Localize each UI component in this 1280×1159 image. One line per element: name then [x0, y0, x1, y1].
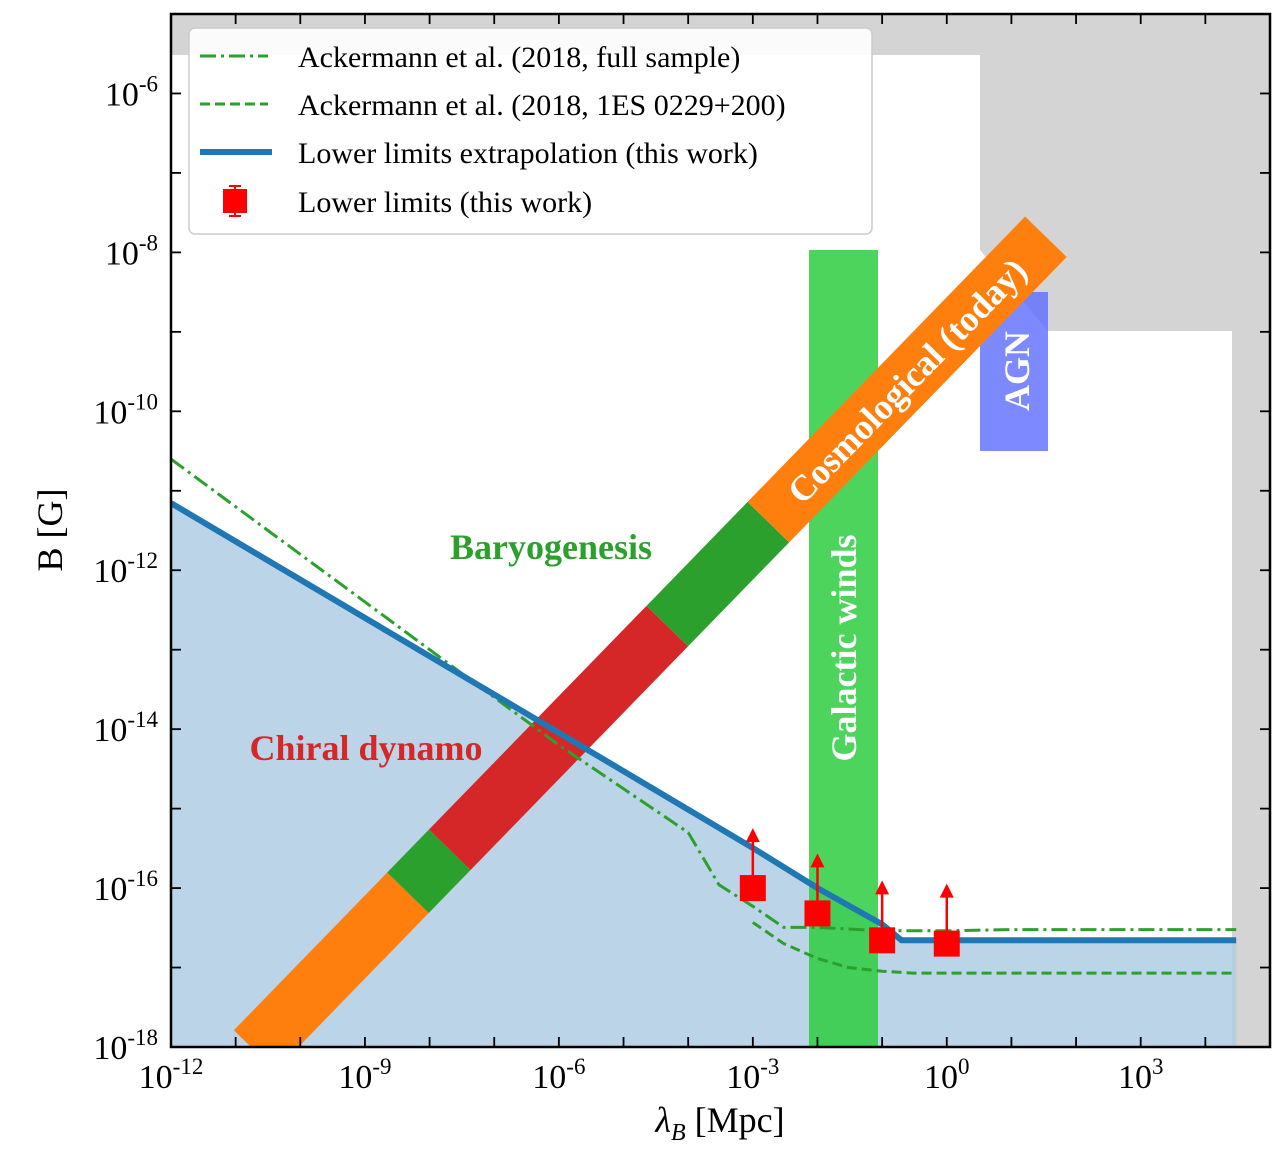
y-tick-label: 10-10 [93, 389, 158, 431]
legend-entry-lower-limits: Lower limits (this work) [298, 186, 592, 219]
chiral-dynamo-label: Chiral dynamo [249, 728, 482, 768]
legend-entry-extrapolation: Lower limits extrapolation (this work) [298, 137, 758, 170]
y-tick-label: 10-16 [93, 866, 158, 908]
y-tick-label: 10-6 [105, 71, 158, 113]
x-tick-label: 100 [924, 1054, 970, 1096]
lower-limit-shaded-area [171, 503, 1237, 1047]
lower-limit-point [869, 880, 896, 954]
series-line-ackermann-1es [751, 921, 1237, 975]
agn-label: AGN [997, 331, 1037, 411]
legend-entry-full-sample: Ackermann et al. (2018, full sample) [298, 41, 740, 74]
legend-entry-1es: Ackermann et al. (2018, 1ES 0229+200) [298, 89, 786, 122]
lower-limit-point [739, 828, 766, 902]
y-tick-label: 10-18 [93, 1025, 158, 1067]
excluded-region [171, 14, 1270, 1047]
y-tick-label: 10-12 [93, 548, 158, 590]
baryogenesis-segment-high [646, 501, 790, 647]
y-tick-label: 10-14 [93, 707, 158, 749]
galactic-winds-label: Galactic winds [824, 534, 864, 761]
y-tick-label: 10-8 [105, 230, 158, 272]
cosmological-segment-top [747, 216, 1067, 543]
legend-box [188, 27, 873, 235]
x-tick-label: 103 [1118, 1054, 1164, 1096]
lower-limit-markers [739, 828, 960, 957]
cosmological-segment-bottom [233, 872, 429, 1047]
chiral-dynamo-segment [429, 605, 689, 870]
x-tick-label: 10-9 [338, 1054, 391, 1096]
x-tick-label: 10-3 [726, 1054, 779, 1096]
lower-limit-point [804, 853, 831, 927]
baryogenesis-segment-low [387, 829, 471, 913]
y-axis-label: B [G] [30, 489, 70, 572]
x-tick-label: 10-6 [532, 1054, 585, 1096]
axes-frame [169, 12, 1272, 1049]
x-axis-label: λB [Mpc] [654, 1100, 784, 1146]
axis-ticks: 10-12 10-9 10-6 10-3 100 103 10-18 10-16 10-14 10… [93, 13, 1271, 1096]
baryogenesis-label: Baryogenesis [450, 527, 652, 567]
series-line-ackermann-full [171, 457, 1237, 933]
lower-limit-point [933, 883, 960, 957]
legend: Ackermann et al. (2018, full sample) Ack… [188, 27, 873, 235]
legend-swatch-marker [223, 185, 247, 217]
x-tick-label: 10-12 [139, 1054, 204, 1096]
